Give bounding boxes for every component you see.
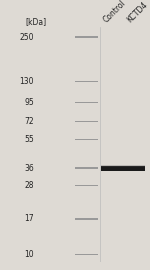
Text: 28: 28 [25,181,34,190]
Text: 95: 95 [24,98,34,107]
Text: 250: 250 [20,33,34,42]
Bar [75,218,98,220]
Bar [75,167,98,169]
Bar [75,36,98,38]
Bar [75,184,98,186]
Bar [75,80,98,82]
Text: 17: 17 [24,214,34,223]
Bar [75,254,98,255]
Text: Control: Control [102,0,128,25]
Text: 55: 55 [24,135,34,144]
Bar [101,165,145,167]
Text: 36: 36 [24,164,34,173]
Bar [101,166,145,171]
Text: 10: 10 [24,250,34,259]
Bar [75,102,98,103]
Text: KCTD4: KCTD4 [125,1,149,25]
Text: [kDa]: [kDa] [26,17,47,26]
Bar [75,139,98,140]
Bar [75,121,98,122]
Text: 130: 130 [20,77,34,86]
Text: 72: 72 [24,117,34,126]
